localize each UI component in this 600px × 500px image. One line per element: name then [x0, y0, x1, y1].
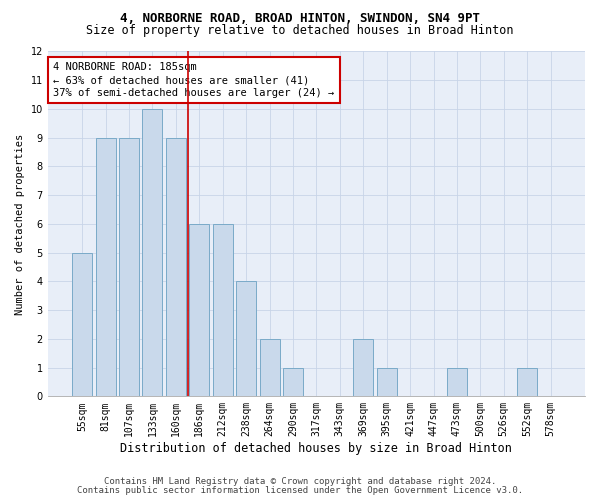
Bar [517, 368, 537, 396]
Bar [72, 252, 92, 396]
Bar [190, 224, 209, 396]
Bar [353, 339, 373, 396]
Bar [236, 282, 256, 397]
Bar [283, 368, 303, 396]
Bar [447, 368, 467, 396]
Text: Contains public sector information licensed under the Open Government Licence v3: Contains public sector information licen… [77, 486, 523, 495]
Text: 4 NORBORNE ROAD: 185sqm
← 63% of detached houses are smaller (41)
37% of semi-de: 4 NORBORNE ROAD: 185sqm ← 63% of detache… [53, 62, 334, 98]
Bar [142, 109, 163, 397]
Bar [260, 339, 280, 396]
Bar [166, 138, 186, 396]
Y-axis label: Number of detached properties: Number of detached properties [15, 134, 25, 314]
Bar [119, 138, 139, 396]
Text: Size of property relative to detached houses in Broad Hinton: Size of property relative to detached ho… [86, 24, 514, 37]
Bar [377, 368, 397, 396]
Bar [213, 224, 233, 396]
X-axis label: Distribution of detached houses by size in Broad Hinton: Distribution of detached houses by size … [121, 442, 512, 455]
Text: Contains HM Land Registry data © Crown copyright and database right 2024.: Contains HM Land Registry data © Crown c… [104, 477, 496, 486]
Text: 4, NORBORNE ROAD, BROAD HINTON, SWINDON, SN4 9PT: 4, NORBORNE ROAD, BROAD HINTON, SWINDON,… [120, 12, 480, 26]
Bar [95, 138, 116, 396]
